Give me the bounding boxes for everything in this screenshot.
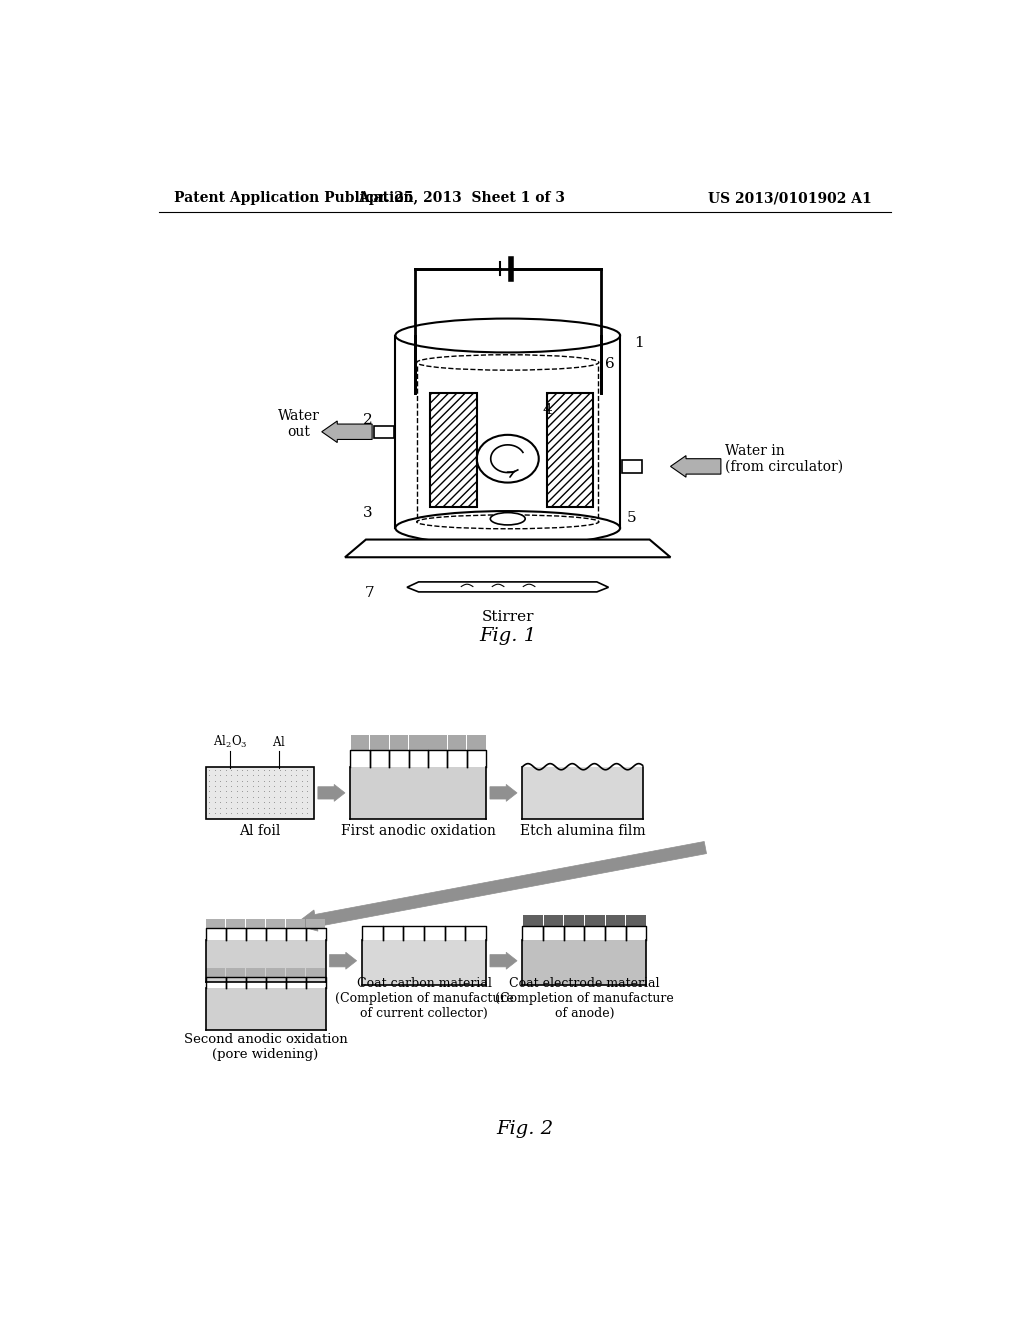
Text: Coat carbon material
(Completion of manufacture
of current collector): Coat carbon material (Completion of manu… bbox=[335, 977, 513, 1020]
Bar bbox=[605, 915, 626, 927]
Bar bbox=[374, 425, 394, 438]
Bar bbox=[564, 915, 584, 927]
Text: Water
out: Water out bbox=[278, 409, 319, 440]
FancyArrow shape bbox=[295, 841, 707, 931]
FancyArrow shape bbox=[489, 784, 517, 801]
FancyArrow shape bbox=[330, 952, 356, 969]
Bar bbox=[544, 915, 563, 927]
Bar bbox=[430, 393, 477, 507]
Bar bbox=[522, 767, 643, 818]
Bar bbox=[206, 968, 225, 978]
Bar bbox=[206, 940, 326, 982]
Text: $\mathregular{Al}$: $\mathregular{Al}$ bbox=[272, 735, 286, 748]
Bar bbox=[362, 940, 486, 985]
Text: US 2013/0101902 A1: US 2013/0101902 A1 bbox=[709, 191, 872, 206]
Bar bbox=[306, 919, 326, 929]
Text: Second anodic oxidation
(pore widening): Second anodic oxidation (pore widening) bbox=[183, 1034, 347, 1061]
Bar bbox=[428, 735, 446, 751]
FancyArrow shape bbox=[322, 421, 372, 442]
Text: Al foil: Al foil bbox=[239, 825, 281, 838]
Bar bbox=[286, 968, 305, 978]
Text: Fig. 2: Fig. 2 bbox=[497, 1119, 553, 1138]
Bar bbox=[467, 735, 485, 751]
Text: Stirrer: Stirrer bbox=[481, 610, 534, 623]
Bar bbox=[547, 393, 593, 507]
Bar bbox=[206, 767, 314, 818]
Text: Etch alumina film: Etch alumina film bbox=[520, 825, 645, 838]
Text: 3: 3 bbox=[362, 506, 373, 520]
Text: 4: 4 bbox=[543, 403, 552, 417]
FancyArrow shape bbox=[317, 784, 345, 801]
Bar bbox=[226, 919, 245, 929]
Bar bbox=[389, 735, 409, 751]
Bar bbox=[246, 919, 265, 929]
Bar bbox=[266, 919, 286, 929]
Polygon shape bbox=[407, 582, 608, 591]
Text: Water in
(from circulator): Water in (from circulator) bbox=[725, 444, 843, 474]
Text: 1: 1 bbox=[634, 337, 644, 350]
Ellipse shape bbox=[490, 512, 525, 525]
Text: Apr. 25, 2013  Sheet 1 of 3: Apr. 25, 2013 Sheet 1 of 3 bbox=[357, 191, 565, 206]
Bar bbox=[409, 735, 428, 751]
Bar bbox=[627, 915, 646, 927]
Bar bbox=[226, 968, 245, 978]
Text: 7: 7 bbox=[365, 586, 374, 601]
Bar bbox=[447, 735, 466, 751]
Text: 2: 2 bbox=[362, 413, 373, 428]
Text: Patent Application Publication: Patent Application Publication bbox=[174, 191, 414, 206]
Bar bbox=[371, 735, 389, 751]
Bar bbox=[286, 919, 305, 929]
Bar bbox=[622, 461, 642, 473]
Text: $\mathregular{Al_2O_3}$: $\mathregular{Al_2O_3}$ bbox=[213, 734, 248, 750]
Bar bbox=[206, 989, 326, 1030]
Text: Fig. 1: Fig. 1 bbox=[479, 627, 537, 644]
Bar bbox=[306, 968, 326, 978]
FancyArrow shape bbox=[489, 952, 517, 969]
Bar bbox=[246, 968, 265, 978]
Bar bbox=[266, 968, 286, 978]
Bar bbox=[522, 940, 646, 985]
Text: 6: 6 bbox=[604, 356, 614, 371]
FancyArrow shape bbox=[671, 455, 721, 478]
Bar bbox=[350, 767, 486, 818]
Text: First anodic oxidation: First anodic oxidation bbox=[341, 825, 496, 838]
Bar bbox=[351, 735, 370, 751]
Polygon shape bbox=[345, 540, 671, 557]
Text: 5: 5 bbox=[627, 511, 636, 525]
Bar bbox=[523, 915, 543, 927]
Text: Coat electrode material
(Completion of manufacture
of anode): Coat electrode material (Completion of m… bbox=[495, 977, 674, 1020]
Bar bbox=[585, 915, 605, 927]
Bar bbox=[206, 919, 225, 929]
